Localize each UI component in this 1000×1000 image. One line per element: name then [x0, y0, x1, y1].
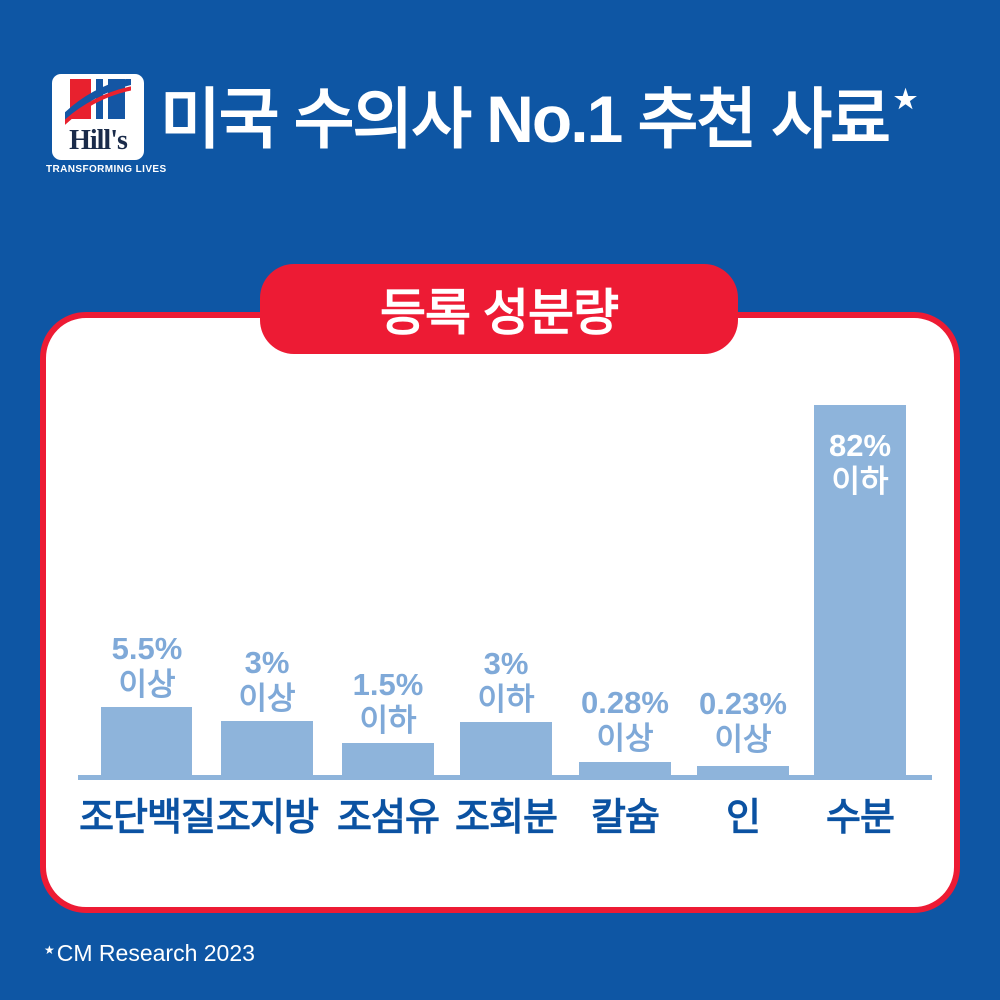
title-asterisk-star-icon: ★ [893, 84, 918, 114]
footnote-star-icon: ★ [44, 942, 55, 957]
section-badge: 등록 성분량 [260, 264, 738, 354]
page-title: 미국 수의사 No.1 추천 사료 ★ [160, 74, 990, 164]
page-title-text: 미국 수의사 No.1 추천 사료 [160, 82, 891, 156]
hills-logo-icon [65, 79, 131, 125]
footnote: ★ CM Research 2023 [44, 940, 255, 967]
brand-tagline: TRANSFORMING LIVES [46, 164, 167, 175]
hills-logo: Hill's [52, 74, 144, 160]
footnote-text: CM Research 2023 [56, 940, 255, 966]
hills-wordmark: Hill's [69, 125, 128, 156]
section-badge-label: 등록 성분량 [380, 285, 619, 341]
chart-card [40, 312, 960, 913]
